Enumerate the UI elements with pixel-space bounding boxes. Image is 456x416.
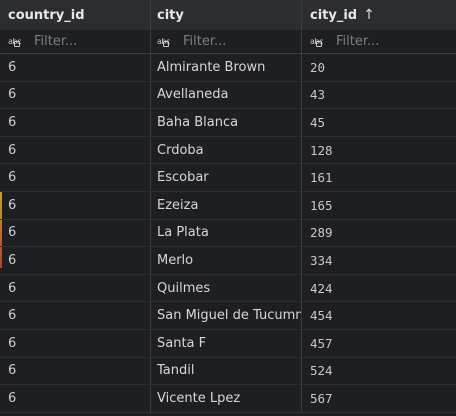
- cell-city[interactable]: Tandil: [151, 357, 302, 385]
- text-filter-icon: abc: [157, 36, 175, 48]
- cell-country-id[interactable]: 6: [0, 274, 151, 302]
- table-row[interactable]: 6 Crdoba 128: [0, 136, 456, 165]
- cell-country-id[interactable]: 6: [0, 136, 151, 164]
- table-row[interactable]: 6 La Plata 289: [0, 219, 456, 248]
- filter-input-country-id[interactable]: [34, 34, 144, 49]
- cell-city[interactable]: Avellaneda: [151, 81, 302, 109]
- cell-country-id[interactable]: 6: [0, 109, 151, 136]
- filter-cell-city-id: abc: [302, 30, 456, 53]
- cell-country-id[interactable]: 6: [0, 247, 151, 274]
- cell-city[interactable]: Escobar: [151, 164, 302, 191]
- column-header-label: country_id: [8, 7, 85, 23]
- cell-city-id[interactable]: 424: [310, 280, 333, 296]
- cell-city[interactable]: Almirante Brown: [151, 54, 302, 81]
- cell-city[interactable]: Baha Blanca: [151, 109, 302, 136]
- cell-country-id[interactable]: 6: [0, 81, 151, 109]
- column-header-label: city_id: [310, 7, 358, 23]
- column-header-city[interactable]: city: [151, 0, 302, 30]
- cell-city[interactable]: San Miguel de Tucumn: [151, 302, 302, 329]
- filter-cell-city: abc: [151, 30, 302, 53]
- cell-city-id[interactable]: 289: [310, 225, 333, 241]
- table-row[interactable]: 6 Escobar 161: [0, 164, 456, 192]
- table-row[interactable]: 6 Santa F 457: [0, 330, 456, 358]
- cell-city-id[interactable]: 161: [310, 170, 333, 186]
- filter-input-city-id[interactable]: [336, 34, 446, 49]
- table-row[interactable]: 6 Vicente Lpez 567: [0, 385, 456, 413]
- cell-country-id[interactable]: 6: [0, 385, 151, 412]
- cell-country-id[interactable]: 6: [0, 330, 151, 357]
- cell-city-id[interactable]: 20: [310, 59, 326, 75]
- cell-country-id[interactable]: 6: [0, 192, 151, 219]
- column-header-row: country_id city city_id ↑: [0, 0, 456, 30]
- text-filter-icon: abc: [310, 36, 328, 48]
- table-row[interactable]: 6 Quilmes 424: [0, 274, 456, 303]
- cell-city[interactable]: Merlo: [151, 247, 302, 274]
- cell-city-id[interactable]: 454: [310, 308, 333, 324]
- cell-country-id[interactable]: 6: [0, 164, 151, 191]
- column-header-label: city: [157, 7, 184, 23]
- cell-city-id[interactable]: 567: [310, 390, 333, 406]
- table-row[interactable]: 6 Tandil 524: [0, 357, 456, 386]
- cell-city[interactable]: Quilmes: [151, 274, 302, 302]
- cell-city[interactable]: Crdoba: [151, 136, 302, 164]
- cell-city-id[interactable]: 128: [310, 142, 333, 158]
- cell-city-id[interactable]: 165: [310, 197, 333, 213]
- cell-city[interactable]: Santa F: [151, 330, 302, 357]
- cell-city[interactable]: Vicente Lpez: [151, 385, 302, 412]
- cell-city[interactable]: La Plata: [151, 219, 302, 247]
- table-row[interactable]: 6 Baha Blanca 45: [0, 109, 456, 137]
- table-row[interactable]: 6 Avellaneda 43: [0, 81, 456, 110]
- cell-city-id[interactable]: 43: [310, 87, 326, 103]
- text-filter-icon: abc: [8, 36, 26, 48]
- cell-city-id[interactable]: 457: [310, 335, 333, 351]
- table-row[interactable]: 6 Almirante Brown 20: [0, 54, 456, 82]
- cell-country-id[interactable]: 6: [0, 219, 151, 247]
- cell-city[interactable]: Ezeiza: [151, 192, 302, 219]
- cell-country-id[interactable]: 6: [0, 302, 151, 329]
- column-header-country-id[interactable]: country_id: [0, 0, 151, 30]
- filter-input-city[interactable]: [183, 34, 293, 49]
- cell-city-id[interactable]: 45: [310, 114, 326, 130]
- cell-country-id[interactable]: 6: [0, 357, 151, 385]
- arrow-up-icon[interactable]: ↑: [363, 7, 375, 23]
- filter-cell-country-id: abc: [0, 30, 151, 53]
- table-row[interactable]: 6 San Miguel de Tucumn 454: [0, 302, 456, 330]
- row-change-marker: [0, 192, 2, 268]
- cell-city-id[interactable]: 334: [310, 252, 333, 268]
- column-header-city-id[interactable]: city_id ↑: [302, 0, 456, 30]
- filter-row: abc abc abc: [0, 30, 456, 54]
- table-row[interactable]: 6 Merlo 334: [0, 247, 456, 275]
- cell-country-id[interactable]: 6: [0, 54, 151, 81]
- cell-city-id[interactable]: 524: [310, 363, 333, 379]
- table-row[interactable]: 6 Ezeiza 165: [0, 192, 456, 220]
